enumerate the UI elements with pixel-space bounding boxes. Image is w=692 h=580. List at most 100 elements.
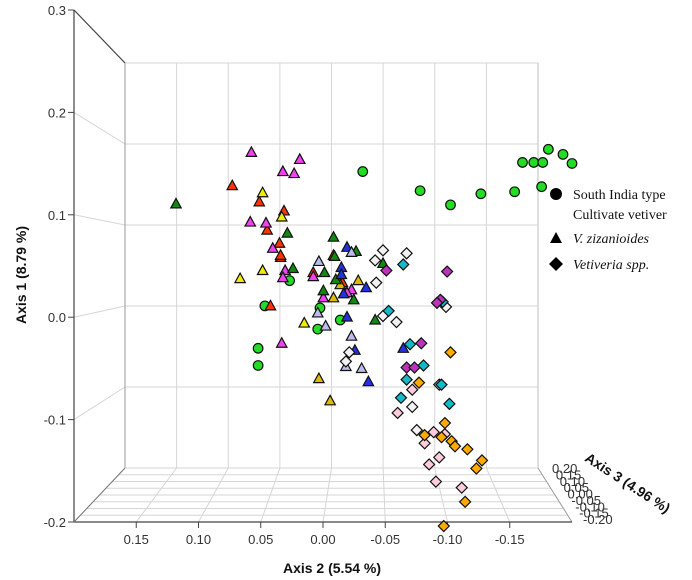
point-triangle xyxy=(276,270,290,283)
point-diamond xyxy=(432,451,446,464)
point-triangle xyxy=(355,361,368,374)
axis1-tick-label: -0.1 xyxy=(44,413,66,428)
point-diamond xyxy=(394,391,408,405)
point-diamond xyxy=(430,296,444,310)
point-diamond xyxy=(458,495,472,509)
point-triangle xyxy=(281,226,294,238)
legend-label-v-zizanioides: V. zizanioides xyxy=(573,232,650,247)
point-circle xyxy=(509,186,521,198)
point-triangle xyxy=(318,265,331,278)
point-diamond xyxy=(368,254,382,267)
axis3-tick-label: 0.05 xyxy=(564,480,589,495)
point-triangle xyxy=(312,254,326,267)
axis2-ticks: 0.15 0.10 0.05 0.00 -0.05 -0.10 -0.15 xyxy=(124,522,525,547)
left-wall-gridline xyxy=(73,111,126,145)
point-triangle xyxy=(275,210,288,222)
point-diamond xyxy=(475,454,489,467)
axis3-tick-label: -0.15 xyxy=(579,506,609,521)
left-wall-gridline xyxy=(73,386,126,421)
point-diamond xyxy=(369,276,383,289)
axis2-tick-label: 0.00 xyxy=(310,532,335,547)
point-triangle xyxy=(317,291,330,303)
point-circle xyxy=(357,166,369,177)
point-triangle xyxy=(327,291,340,303)
point-triangle xyxy=(274,248,287,260)
point-diamond xyxy=(380,264,393,277)
point-triangle xyxy=(275,336,288,348)
axis2-tick-label: -0.15 xyxy=(495,532,525,547)
point-diamond xyxy=(438,416,452,430)
axis2-tick-label: 0.15 xyxy=(124,532,149,547)
point-diamond xyxy=(429,475,443,488)
point-diamond xyxy=(437,519,451,533)
left-wall-gridline xyxy=(73,305,126,318)
point-circle xyxy=(475,188,487,200)
axis1-label: Axis 1 (8.79 %) xyxy=(13,226,29,324)
point-diamond xyxy=(470,462,483,475)
point-triangle xyxy=(397,341,410,353)
point-triangle xyxy=(362,374,375,387)
point-circle xyxy=(528,157,540,168)
point-triangle xyxy=(323,394,337,406)
point-triangle xyxy=(352,273,365,286)
point-triangle xyxy=(259,216,273,228)
floor-left-edge xyxy=(73,467,126,523)
axis2-tick-label: 0.10 xyxy=(186,532,211,547)
axis3-tick-label: 0.15 xyxy=(556,467,581,482)
axis1-ticks: -0.2 -0.1 0.0 0.1 0.2 0.3 xyxy=(44,3,74,530)
point-triangle xyxy=(340,310,354,322)
point-diamond xyxy=(418,436,431,450)
point-triangle xyxy=(293,152,306,165)
point-diamond xyxy=(400,373,413,386)
point-triangle xyxy=(245,145,258,157)
point-diamond xyxy=(339,355,353,368)
point-triangle xyxy=(345,245,358,257)
point-diamond xyxy=(418,428,431,442)
point-diamond xyxy=(410,423,424,437)
point-diamond xyxy=(408,361,421,374)
axis2-tick-label: -0.05 xyxy=(370,532,400,547)
axis3-tick-label: 0.20 xyxy=(552,461,577,476)
point-circle xyxy=(536,181,548,193)
axis3-floor-edge xyxy=(537,467,573,523)
axis1-tick-label: 0.2 xyxy=(48,105,66,120)
point-diamond xyxy=(405,383,419,397)
point-diamond xyxy=(427,425,440,439)
axis3-ticks: 0.200.150.100.050.00-0.05-0.10-0.15-0.20 xyxy=(552,461,613,527)
point-triangle xyxy=(359,280,373,293)
point-triangle xyxy=(233,271,247,284)
point-triangle xyxy=(368,313,382,325)
point-triangle xyxy=(276,164,290,177)
axis3-tick-label: -0.10 xyxy=(575,499,605,514)
point-diamond xyxy=(391,406,404,420)
point-diamond xyxy=(403,337,417,351)
axis1-tick-label: -0.2 xyxy=(44,515,66,530)
point-triangle xyxy=(286,261,300,274)
axis3-tick-label: 0.10 xyxy=(560,474,585,489)
axis2-tick-label: 0.05 xyxy=(248,532,273,547)
point-triangle xyxy=(345,329,358,341)
axis2-label: Axis 2 (5.54 %) xyxy=(283,560,381,576)
point-triangle xyxy=(273,236,286,248)
point-diamond xyxy=(405,400,419,414)
point-diamond xyxy=(435,378,448,392)
point-triangle xyxy=(287,166,301,179)
legend-diamond-marker xyxy=(549,257,563,271)
point-triangle xyxy=(260,223,274,235)
point-triangle xyxy=(226,178,239,191)
point-triangle xyxy=(337,287,350,299)
point-diamond xyxy=(390,315,403,329)
point-circle xyxy=(557,148,569,160)
axis3-tick-label: -0.05 xyxy=(571,493,601,508)
point-circle xyxy=(414,185,426,197)
point-diamond xyxy=(382,304,395,318)
point-diamond xyxy=(422,458,436,471)
point-triangle xyxy=(328,249,341,261)
point-circle xyxy=(542,143,554,155)
left-wall-gridline xyxy=(73,214,126,226)
point-triangle xyxy=(311,306,324,318)
point-circle xyxy=(252,342,264,354)
legend-label-south-india-line1: South India type xyxy=(573,188,666,203)
point-diamond xyxy=(396,258,410,271)
